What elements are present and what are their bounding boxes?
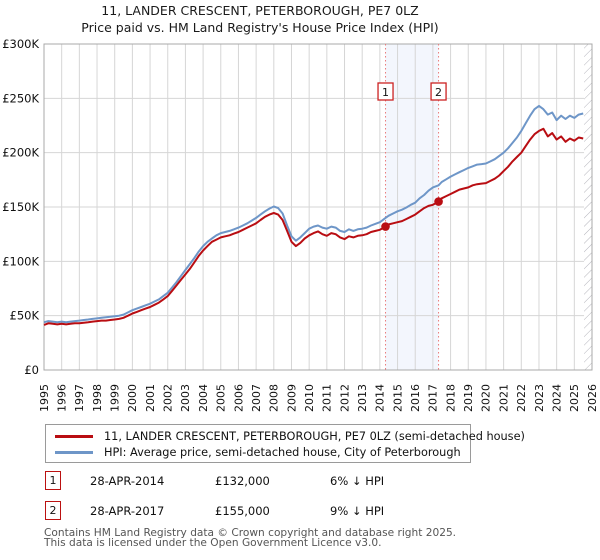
legend-label: 11, LANDER CRESCENT, PETERBOROUGH, PE7 0… <box>104 429 525 443</box>
transaction-number-badge: 1 <box>45 471 61 490</box>
copyright-footer: Contains HM Land Registry data © Crown c… <box>44 527 457 549</box>
x-tick-label: 2012 <box>338 384 351 412</box>
hpi-line <box>43 104 584 324</box>
y-tick-label: £0 <box>24 363 39 377</box>
x-tick-label: 2021 <box>497 384 510 412</box>
transaction-price: £132,000 <box>215 474 270 488</box>
x-tick-label: 2019 <box>462 384 475 412</box>
x-tick-label: 2004 <box>197 384 210 412</box>
x-tick-label: 2010 <box>303 384 316 412</box>
x-tick-label: 2022 <box>515 384 528 412</box>
y-tick-label: £250K <box>2 91 39 105</box>
x-axis-labels: 1995 1996 1997 1998 1999 2000 2001 2002 2003 2004… <box>38 384 599 412</box>
x-tick-label: 2008 <box>268 384 281 412</box>
x-tick-label: 2023 <box>533 384 546 412</box>
sale-flag-box <box>430 82 447 101</box>
x-tick-label: 1998 <box>91 384 104 412</box>
footer-line-2: This data is licensed under the Open Gov… <box>44 537 382 549</box>
x-tick-label: 2007 <box>250 384 263 412</box>
x-tick-label: 2003 <box>179 384 192 412</box>
legend-item-property: 11, LANDER CRESCENT, PETERBOROUGH, PE7 0… <box>46 428 525 444</box>
x-tick-label: 2018 <box>444 384 457 412</box>
x-tick-label: 2013 <box>356 384 369 412</box>
y-tick-label: £150K <box>2 200 39 214</box>
sale-point <box>381 222 390 231</box>
chart-gridlines <box>43 43 593 371</box>
sale-flag-box <box>377 82 394 101</box>
property-price-line <box>43 127 584 326</box>
legend-item-hpi: HPI: Average price, semi-detached house,… <box>46 444 470 460</box>
y-tick-label: £100K <box>2 254 39 268</box>
y-tick-label: £200K <box>2 146 39 160</box>
x-tick-label: 1995 <box>38 384 51 412</box>
plot-frame <box>43 43 593 371</box>
x-tick-label: 2005 <box>215 384 228 412</box>
x-tick-label: 2015 <box>391 384 404 412</box>
chart-legend: 11, LANDER CRESCENT, PETERBOROUGH, PE7 0… <box>45 424 525 463</box>
legend-label: HPI: Average price, semi-detached house,… <box>104 445 461 459</box>
price-lines <box>43 104 584 326</box>
x-tick-label: 2000 <box>126 384 139 412</box>
x-tick-label: 2020 <box>480 384 493 412</box>
sale-flag-number: 2 <box>435 86 442 99</box>
transaction-number-badge: 2 <box>45 501 61 520</box>
no-data-band-hatch <box>584 44 592 370</box>
transaction-row: 2 28-APR-2017 £155,000 9% ↓ HPI <box>0 501 600 523</box>
page-title: 11, LANDER CRESCENT, PETERBOROUGH, PE7 0… <box>101 3 419 18</box>
x-tick-label: 2011 <box>321 384 334 412</box>
transaction-price: £155,000 <box>215 504 270 518</box>
transaction-row: 1 28-APR-2014 £132,000 6% ↓ HPI <box>0 471 600 493</box>
x-tick-label: 2025 <box>568 384 581 412</box>
x-tick-label: 2016 <box>409 384 422 412</box>
x-tick-label: 1997 <box>73 384 86 412</box>
x-tick-label: 1999 <box>109 384 122 412</box>
transaction-date: 28-APR-2014 <box>90 474 165 488</box>
legend-line-swatch <box>55 450 93 454</box>
sale-point <box>434 197 443 206</box>
x-tick-label: 2006 <box>232 384 245 412</box>
y-tick-label: £300K <box>2 38 39 51</box>
y-tick-label: £50K <box>10 309 40 323</box>
page-subtitle: Price paid vs. HM Land Registry's House … <box>81 20 439 35</box>
y-axis-labels: £0 £50K £100K £150K £200K £250K £300K <box>2 38 39 377</box>
x-tick-label: 2014 <box>374 384 387 412</box>
transaction-date: 28-APR-2017 <box>90 504 165 518</box>
x-tick-label: 2024 <box>550 384 563 412</box>
x-tick-label: 2001 <box>144 384 157 412</box>
plot-border <box>43 43 593 371</box>
transaction-vs-hpi: 6% ↓ HPI <box>330 474 385 488</box>
no-data-hatch-band <box>584 44 592 370</box>
x-tick-label: 2017 <box>427 384 440 412</box>
x-tick-label: 1996 <box>55 384 68 412</box>
legend-line-swatch <box>55 434 93 438</box>
sale-point-markers <box>381 197 443 231</box>
transaction-vs-hpi: 9% ↓ HPI <box>330 504 385 518</box>
x-tick-label: 2009 <box>285 384 298 412</box>
x-tick-label: 2026 <box>586 384 599 412</box>
sale-flag-number: 1 <box>382 86 389 99</box>
footer-line-1: Contains HM Land Registry data © Crown c… <box>44 527 457 539</box>
x-tick-label: 2002 <box>162 384 175 412</box>
